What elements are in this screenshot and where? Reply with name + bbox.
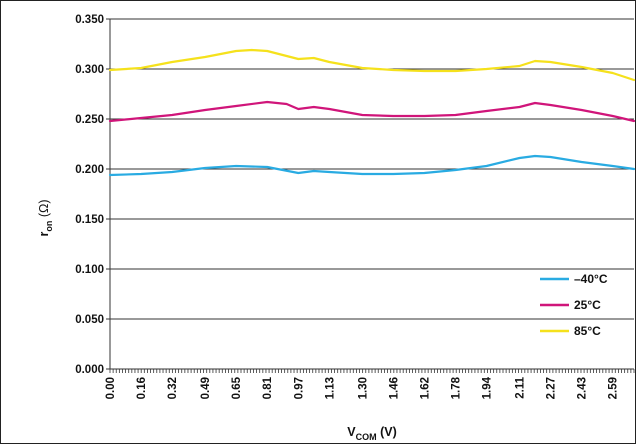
y-axis-title: ron (Ω) bbox=[37, 199, 54, 236]
x-tick-label: 0.97 bbox=[293, 377, 305, 399]
x-tick-label: 0.65 bbox=[231, 376, 243, 399]
y-tick-label: 0.050 bbox=[75, 314, 104, 326]
x-tick-label: 1.13 bbox=[324, 377, 336, 399]
y-tick-label: 0.100 bbox=[75, 264, 104, 276]
x-tick-label: 0.81 bbox=[262, 376, 274, 399]
x-tick-label: 0.16 bbox=[136, 377, 148, 399]
x-tick-label: 1.46 bbox=[388, 377, 400, 399]
legend-label-85: 85°C bbox=[574, 324, 601, 338]
series-lines bbox=[108, 48, 636, 177]
x-tick-label: 2.11 bbox=[514, 376, 526, 398]
y-tick-label: 0.000 bbox=[75, 364, 104, 376]
x-tick-label: 2.43 bbox=[577, 377, 589, 399]
legend-label-minus40: –40°C bbox=[574, 272, 608, 286]
x-tick-label: 2.27 bbox=[546, 377, 558, 399]
x-tick-label: 0.00 bbox=[105, 377, 117, 399]
series-line-0 bbox=[108, 154, 636, 177]
y-tick-label: 0.250 bbox=[75, 114, 104, 126]
y-tick-label: 0.200 bbox=[75, 164, 104, 176]
series-line-2 bbox=[108, 48, 636, 82]
legend: –40°C 25°C 85°C bbox=[540, 272, 608, 338]
x-axis-title: VCOM (V) bbox=[347, 425, 396, 442]
series-line-1 bbox=[108, 100, 636, 123]
y-tick-label: 0.150 bbox=[75, 214, 104, 226]
x-tick-label: 2.59 bbox=[608, 377, 620, 399]
x-tick-label: 1.78 bbox=[450, 376, 462, 399]
y-tick-label: 0.350 bbox=[75, 14, 104, 26]
legend-label-25: 25°C bbox=[574, 298, 601, 312]
x-tick-label: 1.30 bbox=[357, 377, 369, 399]
x-tick-label: 1.94 bbox=[482, 376, 494, 399]
x-tick-label: 0.49 bbox=[200, 377, 212, 399]
y-tick-label: 0.300 bbox=[75, 64, 104, 76]
axes: 0.000 0.050 0.100 0.150 0.200 0.250 0.300 0.350… bbox=[75, 14, 635, 399]
x-tick-label: 1.62 bbox=[419, 377, 431, 399]
x-tick-label: 0.32 bbox=[167, 377, 179, 399]
